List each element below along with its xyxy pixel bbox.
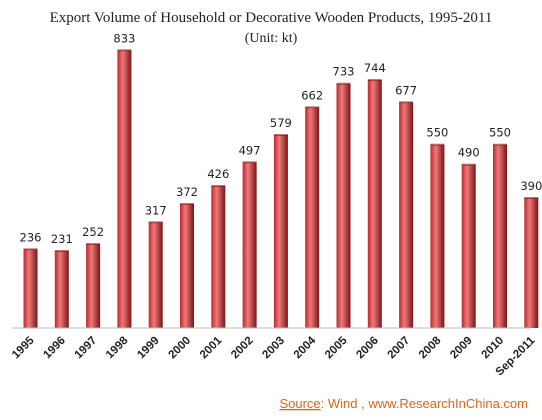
- bar-top-2006: [367, 79, 382, 81]
- x-tick-label-1999: 1999: [135, 335, 162, 362]
- data-label-1996: 231: [51, 232, 73, 246]
- data-label-2007: 677: [395, 83, 417, 97]
- bar-top-2005: [336, 82, 351, 85]
- data-label-2004: 662: [301, 88, 323, 102]
- x-tick-label-2009: 2009: [448, 335, 475, 362]
- x-tick-label-1996: 1996: [41, 335, 68, 362]
- data-label-2009: 490: [458, 146, 480, 160]
- bar-top-1998: [117, 49, 132, 52]
- chart-subtitle: (Unit: kt): [245, 31, 298, 46]
- bar-top-1996: [54, 250, 69, 252]
- bar-top-1999: [148, 221, 163, 224]
- x-tick-label-2007: 2007: [386, 335, 413, 362]
- data-label-1995: 236: [20, 230, 42, 244]
- bar-top-2000: [180, 203, 194, 205]
- data-label-2006: 744: [364, 61, 386, 75]
- bar-1997: [86, 244, 101, 328]
- x-tick-labels-layer: 1995 1996 1997 1998 1999 2000 2001 2002 2003 2004…: [10, 334, 538, 378]
- bar-top-2007: [399, 101, 414, 104]
- data-label-1997: 252: [82, 225, 104, 239]
- data-labels-layer: 236 231 252 833 317 372 426 497 579 662 733 744 677 5…: [20, 31, 542, 246]
- bar-2009: [461, 164, 476, 328]
- bar-2008: [430, 144, 445, 328]
- bar-2010: [493, 144, 507, 328]
- x-tick-label-2004: 2004: [292, 334, 319, 361]
- bar-2005: [336, 83, 351, 328]
- source-note: Source: Wind , www.ResearchInChina.com: [279, 396, 528, 411]
- x-tick-label-1997: 1997: [73, 335, 100, 362]
- bar-1998: [117, 50, 132, 329]
- data-label-2003: 579: [270, 116, 292, 130]
- x-tick-label-1998: 1998: [104, 334, 131, 361]
- bar-1996: [54, 251, 69, 328]
- bar-top-2010: [493, 143, 507, 146]
- x-tick-label-2005: 2005: [323, 334, 350, 361]
- bar-2006: [367, 80, 382, 328]
- data-label-2002: 497: [239, 143, 261, 157]
- bar-top-Sep-2011: [524, 197, 539, 199]
- bar-2004: [305, 107, 320, 328]
- source-text: : Wind , www.ResearchInChina.com: [321, 396, 528, 411]
- bar-top-2004: [305, 106, 320, 109]
- source-label: Source: [279, 396, 320, 411]
- x-tick-label-2001: 2001: [198, 334, 225, 361]
- bar-top-1997: [86, 243, 101, 245]
- bar-1999: [148, 222, 163, 328]
- bar-top-2009: [461, 163, 476, 166]
- bar-top-2001: [211, 185, 226, 187]
- bar-top-2008: [430, 143, 445, 146]
- bar-2001: [211, 186, 226, 328]
- x-tick-label-2010: 2010: [480, 335, 507, 362]
- bar-2002: [242, 162, 257, 328]
- data-label-2008: 550: [426, 126, 448, 140]
- data-label-2001: 426: [207, 167, 229, 181]
- bars-layer: [23, 49, 539, 329]
- data-label-2005: 733: [333, 65, 355, 79]
- bar-2007: [399, 102, 414, 328]
- data-label-2000: 372: [176, 185, 198, 199]
- x-tick-label-2003: 2003: [260, 335, 287, 362]
- bar-top-1995: [23, 248, 38, 251]
- data-label-2010: 550: [489, 126, 511, 140]
- data-label-Sep-2011: 390: [520, 179, 542, 193]
- x-tick-label-2002: 2002: [229, 335, 256, 362]
- chart-title: Export Volume of Household or Decorative…: [50, 10, 493, 26]
- data-label-1998: 833: [113, 31, 135, 45]
- bar-2003: [273, 135, 288, 328]
- bar-top-2003: [273, 134, 288, 136]
- bar-2000: [180, 204, 194, 328]
- x-tick-label-1995: 1995: [10, 334, 37, 361]
- x-tick-label-2000: 2000: [167, 335, 194, 362]
- data-label-1999: 317: [145, 203, 167, 217]
- bar-Sep-2011: [524, 198, 539, 328]
- bar-1995: [23, 249, 38, 328]
- bar-top-2002: [242, 161, 257, 164]
- x-tick-label-2008: 2008: [417, 334, 444, 361]
- x-tick-label-2006: 2006: [354, 335, 381, 362]
